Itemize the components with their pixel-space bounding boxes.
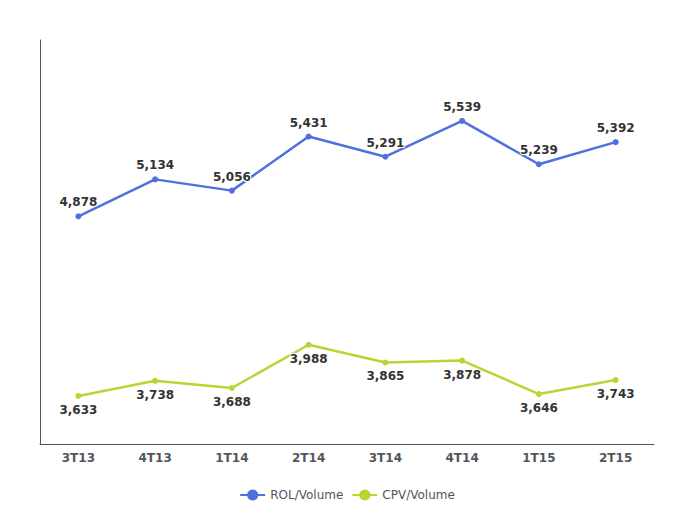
svg-text:3,633: 3,633 bbox=[59, 403, 97, 417]
svg-text:5,431: 5,431 bbox=[290, 116, 328, 130]
svg-text:4T13: 4T13 bbox=[139, 451, 172, 465]
svg-text:1T14: 1T14 bbox=[215, 451, 248, 465]
svg-text:CPV/Volume: CPV/Volume bbox=[382, 488, 455, 502]
svg-text:3,688: 3,688 bbox=[213, 395, 251, 409]
svg-text:3,988: 3,988 bbox=[290, 352, 328, 366]
svg-text:3T14: 3T14 bbox=[369, 451, 402, 465]
svg-text:3,743: 3,743 bbox=[597, 387, 635, 401]
svg-text:5,239: 5,239 bbox=[520, 143, 558, 157]
svg-text:2T14: 2T14 bbox=[292, 451, 325, 465]
svg-text:3,738: 3,738 bbox=[136, 388, 174, 402]
svg-text:3,646: 3,646 bbox=[520, 401, 558, 415]
svg-text:3,865: 3,865 bbox=[366, 369, 404, 383]
svg-text:4T14: 4T14 bbox=[446, 451, 479, 465]
svg-text:5,392: 5,392 bbox=[597, 121, 635, 135]
svg-text:2T15: 2T15 bbox=[599, 451, 632, 465]
svg-text:5,539: 5,539 bbox=[443, 100, 481, 114]
svg-text:ROL/Volume: ROL/Volume bbox=[270, 488, 343, 502]
svg-text:1T15: 1T15 bbox=[522, 451, 555, 465]
svg-text:3,878: 3,878 bbox=[443, 368, 481, 382]
svg-text:5,291: 5,291 bbox=[366, 136, 404, 150]
svg-text:5,056: 5,056 bbox=[213, 170, 251, 184]
svg-text:4,878: 4,878 bbox=[59, 195, 97, 209]
svg-text:3T13: 3T13 bbox=[62, 451, 95, 465]
svg-text:5,134: 5,134 bbox=[136, 158, 174, 172]
